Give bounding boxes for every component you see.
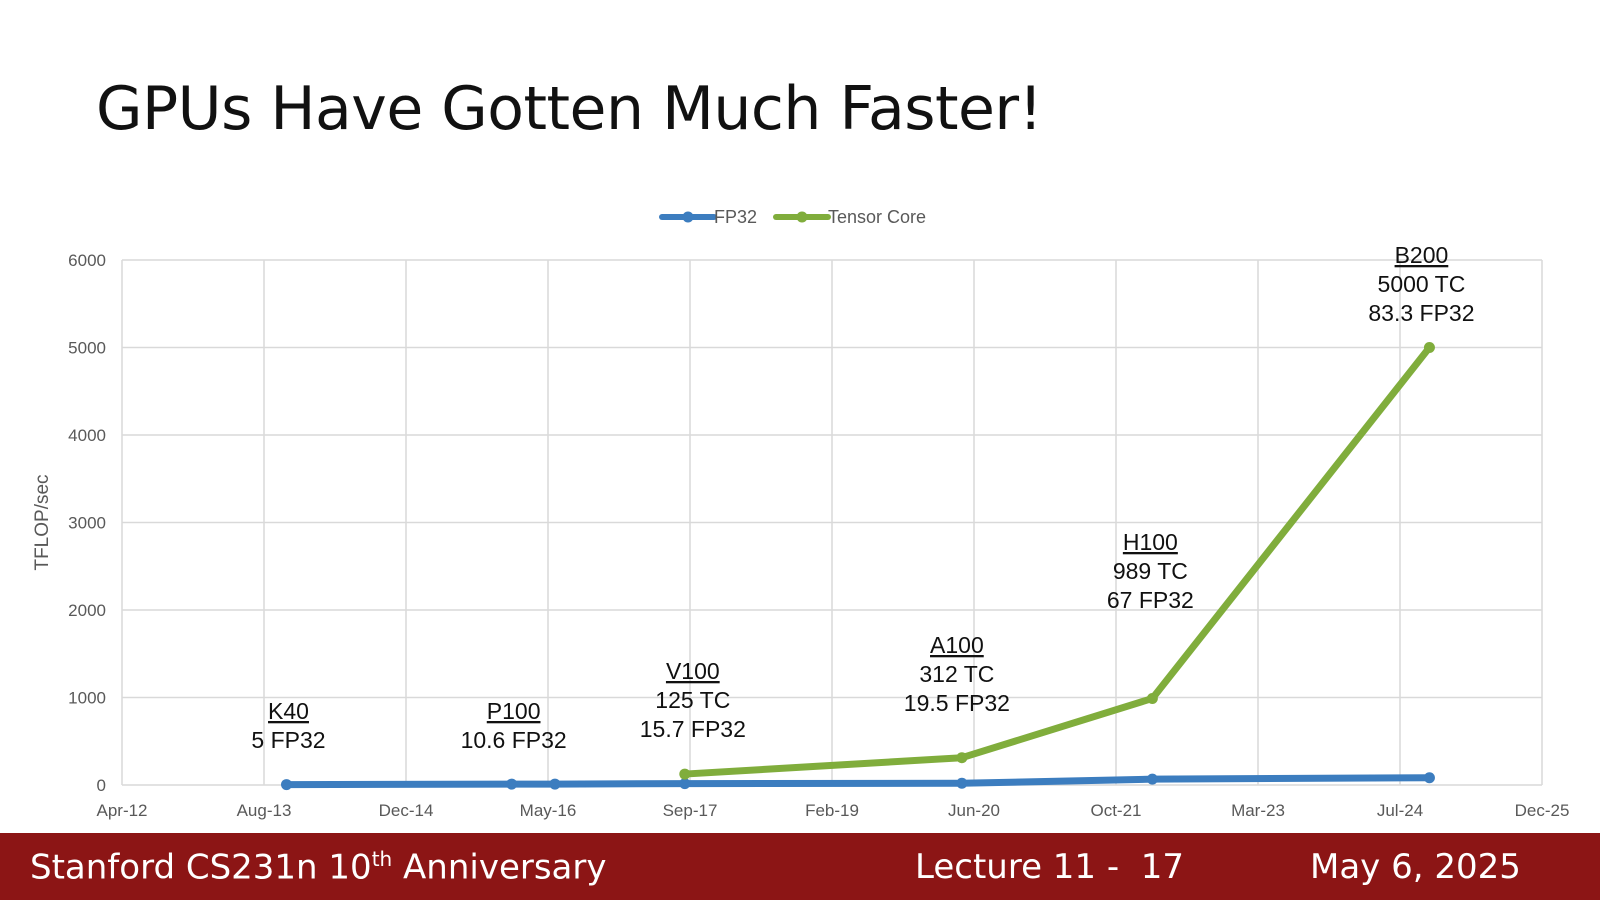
y-tick-label: 0 (97, 776, 106, 795)
annotation-value: 5000 TC (1378, 271, 1466, 297)
x-tick-label: Dec-25 (1515, 801, 1570, 820)
annotation-gpu-name: V100 (666, 658, 720, 684)
x-tick-label: Feb-19 (805, 801, 859, 820)
course-name-prefix: Stanford CS231n 10 (30, 847, 372, 888)
annotation-value: 125 TC (655, 687, 730, 713)
x-tick-label: Jul-24 (1377, 801, 1423, 820)
lecture-number: Lecture 11 - 17 (915, 847, 1185, 887)
y-axis-label: TFLOP/sec (32, 474, 53, 570)
x-tick-label: Apr-12 (96, 801, 147, 820)
course-name-sup: th (371, 847, 393, 871)
y-tick-label: 5000 (68, 339, 106, 358)
y-tick-label: 4000 (68, 426, 106, 445)
legend-marker (796, 211, 808, 223)
x-tick-label: Mar-23 (1231, 801, 1285, 820)
annotation-gpu-name: P100 (487, 698, 541, 724)
annotation-gpu-name: H100 (1123, 529, 1178, 555)
slide-title: GPUs Have Gotten Much Faster! (96, 74, 1043, 144)
data-point-fp32 (956, 777, 968, 789)
data-point-fp32 (1423, 772, 1435, 784)
annotation-gpu-name: B200 (1395, 242, 1449, 268)
x-tick-label: Jun-20 (948, 801, 1000, 820)
annotation-value: 15.7 FP32 (640, 716, 746, 742)
chart: 0 1000 2000 3000 4000 5000 6000 Apr-12 Aug-13 Dec… (32, 207, 1570, 820)
y-tick-label: 1000 (68, 689, 106, 708)
x-tick-label: Aug-13 (237, 801, 292, 820)
legend-marker (682, 211, 694, 223)
data-point-tensor-core (1146, 692, 1158, 704)
annotation-gpu-name: A100 (930, 632, 984, 658)
x-tick-label: Oct-21 (1090, 801, 1141, 820)
y-tick-label: 3000 (68, 514, 106, 533)
annotation-value: 83.3 FP32 (1368, 300, 1474, 326)
footer-bar: Stanford CS231n 10th Anniversary Lecture… (0, 833, 1600, 900)
data-point-fp32 (506, 778, 518, 790)
annotation-gpu-name: K40 (268, 698, 309, 724)
annotation-value: 312 TC (919, 661, 994, 687)
data-point-fp32 (281, 779, 293, 791)
data-point-fp32 (549, 778, 561, 790)
x-tick-label: Dec-14 (379, 801, 434, 820)
y-tick-label: 6000 (68, 251, 106, 270)
data-point-tensor-core (956, 752, 968, 764)
annotation-value: 67 FP32 (1107, 587, 1194, 613)
series-line-tensor-core (681, 344, 1433, 778)
data-point-fp32 (1146, 773, 1158, 785)
x-tick-label: May-16 (520, 801, 577, 820)
course-name-suffix: Anniversary (392, 847, 607, 888)
annotation-value: 5 FP32 (251, 727, 325, 753)
annotation-value: 19.5 FP32 (904, 690, 1010, 716)
data-point-tensor-core (1423, 342, 1435, 353)
x-tick-label: Sep-17 (663, 801, 718, 820)
data-point-tensor-core (679, 768, 691, 780)
annotation-value: 989 TC (1113, 558, 1188, 584)
legend-label: Tensor Core (828, 207, 926, 227)
legend-label: FP32 (714, 207, 757, 227)
y-tick-label: 2000 (68, 601, 106, 620)
course-name: Stanford CS231n 10th Anniversary (30, 847, 607, 887)
footer-date: May 6, 2025 (1310, 847, 1521, 887)
annotation-value: 10.6 FP32 (461, 727, 567, 753)
data-point-fp32 (679, 778, 691, 790)
